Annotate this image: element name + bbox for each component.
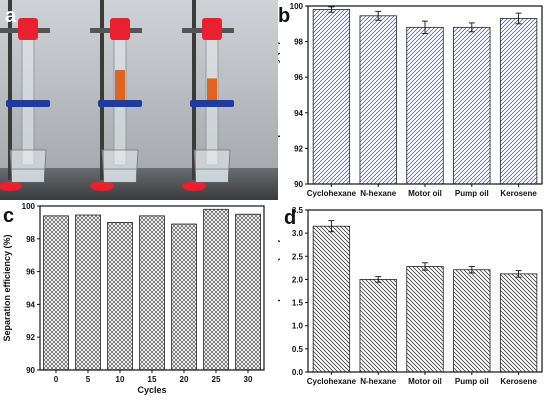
- x-tick-label: N-hexane: [360, 377, 397, 386]
- y-tick-label: 92: [294, 144, 303, 153]
- x-tick-label: 30: [244, 375, 253, 384]
- x-tick-label: Motor oil: [408, 377, 442, 386]
- beaker-water: [104, 170, 136, 182]
- x-tick-label: Kerosene: [500, 189, 537, 198]
- x-tick-label: Pump oil: [455, 377, 489, 386]
- y-tick-label: 98: [26, 235, 35, 244]
- bar: [453, 26, 491, 185]
- photo-illustration: a: [0, 0, 278, 200]
- stand-base: [90, 181, 114, 191]
- tube-cap: [202, 18, 222, 40]
- separation-rig: [182, 0, 234, 191]
- plot-frame: [307, 209, 543, 373]
- bar: [43, 215, 69, 371]
- panel-c-letter: c: [3, 205, 14, 227]
- y-tick-label: 92: [26, 333, 35, 342]
- y-tick-label: 100: [290, 2, 304, 11]
- plot-frame: [307, 5, 543, 185]
- plot-frame: [39, 205, 265, 371]
- y-tick-label: 98: [294, 38, 303, 47]
- bar: [359, 15, 397, 185]
- y-tick-label: 1.5: [292, 299, 304, 308]
- chart-d: d Intrusion pressure (kPa) 0.0 0.5 1.0 1.5 2.…: [270, 200, 550, 400]
- y-tick-label: 90: [26, 366, 35, 375]
- x-tick-label: 10: [116, 375, 125, 384]
- y-tick-label: 0.0: [292, 368, 304, 377]
- x-tick-label: 15: [148, 375, 157, 384]
- x-tick-label: N-hexane: [360, 189, 397, 198]
- chart-c: c Separation efficiency (%) 90 92 94 96 98 100…: [0, 200, 278, 400]
- x-tick-label: Cyclohexane: [307, 377, 357, 386]
- tube-cap: [110, 18, 130, 40]
- y-tick-label: 3.5: [292, 206, 304, 215]
- stand-rod: [100, 0, 104, 180]
- bar: [107, 221, 133, 371]
- panel-b-letter: b: [278, 5, 290, 27]
- bar: [406, 266, 444, 373]
- y-axis-title: Intrusion pressure (kPa): [278, 239, 280, 343]
- y-tick-label: 94: [294, 109, 303, 118]
- tube-cap: [18, 18, 38, 40]
- chart-d-svg: d Intrusion pressure (kPa) 0.0 0.5 1.0 1.5 2.…: [270, 206, 543, 386]
- bar: [406, 26, 444, 185]
- x-tick-label: Pump oil: [455, 189, 489, 198]
- photo-table: [0, 168, 278, 200]
- separation-setup-photo: a: [0, 0, 278, 200]
- y-tick-label: 90: [294, 180, 303, 189]
- y-tick-label: 2.5: [292, 252, 304, 261]
- beaker-water: [196, 170, 228, 182]
- y-tick-label: 1.0: [292, 322, 304, 331]
- y-tick-label: 100: [22, 202, 36, 211]
- x-tick-label: 20: [180, 375, 189, 384]
- y-tick-label: 96: [294, 73, 303, 82]
- separation-rig: [0, 0, 50, 191]
- chart-b: b Separation efficiency (%) 90 92 94 96 98 100…: [270, 0, 550, 200]
- bar: [139, 215, 165, 371]
- stand-base: [0, 181, 22, 191]
- oil-column: [115, 70, 125, 100]
- panel-d-letter: d: [284, 207, 296, 229]
- bar: [312, 9, 351, 185]
- y-tick-label: 3.0: [292, 229, 304, 238]
- y-tick-label: 94: [26, 300, 35, 309]
- chart-c-svg: c Separation efficiency (%)9092949698100…: [2, 202, 265, 395]
- panel-a-letter: a: [5, 5, 17, 27]
- x-axis-title: Cycles: [137, 385, 166, 395]
- y-tick-label: 0.5: [292, 345, 304, 354]
- bar: [235, 213, 261, 371]
- blue-clamp: [6, 100, 50, 107]
- bar: [359, 279, 397, 373]
- y-tick-label: 2.0: [292, 275, 304, 284]
- x-tick-label: Cyclohexane: [307, 189, 357, 198]
- blue-clamp: [190, 100, 234, 107]
- chart-b-svg: b Separation efficiency (%) 90 92 94 96 98 100…: [270, 2, 543, 198]
- stand-rod: [8, 0, 12, 180]
- bar: [453, 269, 491, 373]
- x-tick-label: 25: [212, 375, 221, 384]
- bar: [171, 223, 197, 371]
- bar: [75, 214, 101, 371]
- beaker-water: [12, 170, 44, 182]
- y-tick-label: 96: [26, 268, 35, 277]
- y-axis-title: Separation efficiency (%): [278, 41, 280, 148]
- bar: [312, 225, 351, 373]
- x-tick-label: Kerosene: [500, 377, 537, 386]
- separation-rig: [90, 0, 142, 191]
- oil-column: [207, 78, 217, 100]
- stand-base: [182, 181, 206, 191]
- x-tick-label: Motor oil: [408, 189, 442, 198]
- stand-rod: [192, 0, 196, 180]
- bar: [499, 273, 538, 373]
- y-axis-title: Separation efficiency (%): [2, 234, 12, 341]
- x-tick-label: 0: [54, 375, 59, 384]
- bar: [499, 18, 538, 185]
- bar: [203, 208, 229, 371]
- x-tick-label: 5: [86, 375, 91, 384]
- blue-clamp: [98, 100, 142, 107]
